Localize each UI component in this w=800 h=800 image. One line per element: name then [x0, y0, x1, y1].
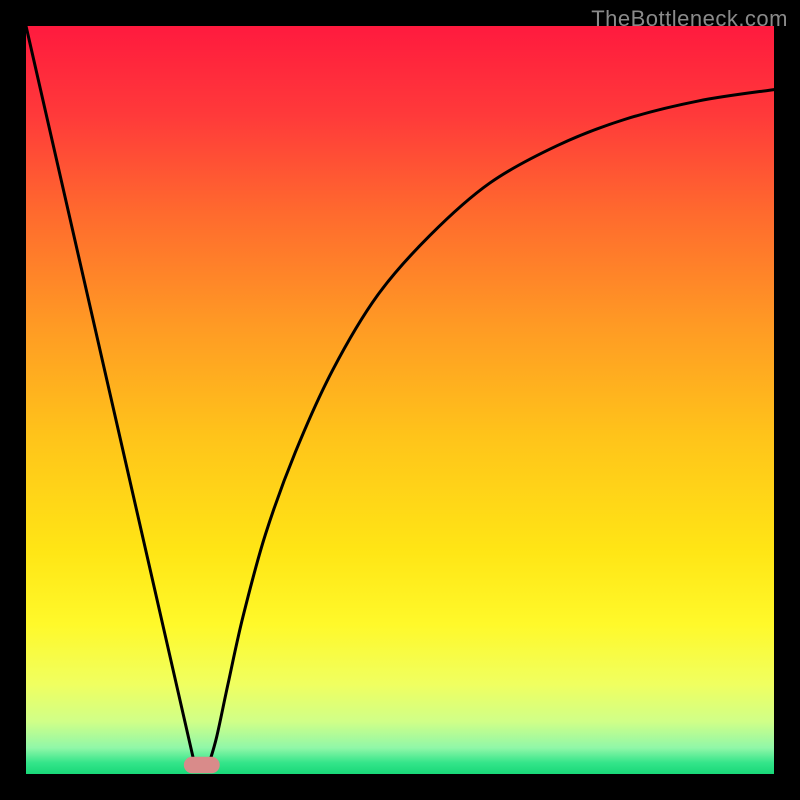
watermark-text: TheBottleneck.com [591, 6, 788, 32]
chart-container: TheBottleneck.com [0, 0, 800, 800]
gradient-background [26, 26, 774, 774]
min-marker [184, 757, 220, 773]
bottleneck-chart [0, 0, 800, 800]
